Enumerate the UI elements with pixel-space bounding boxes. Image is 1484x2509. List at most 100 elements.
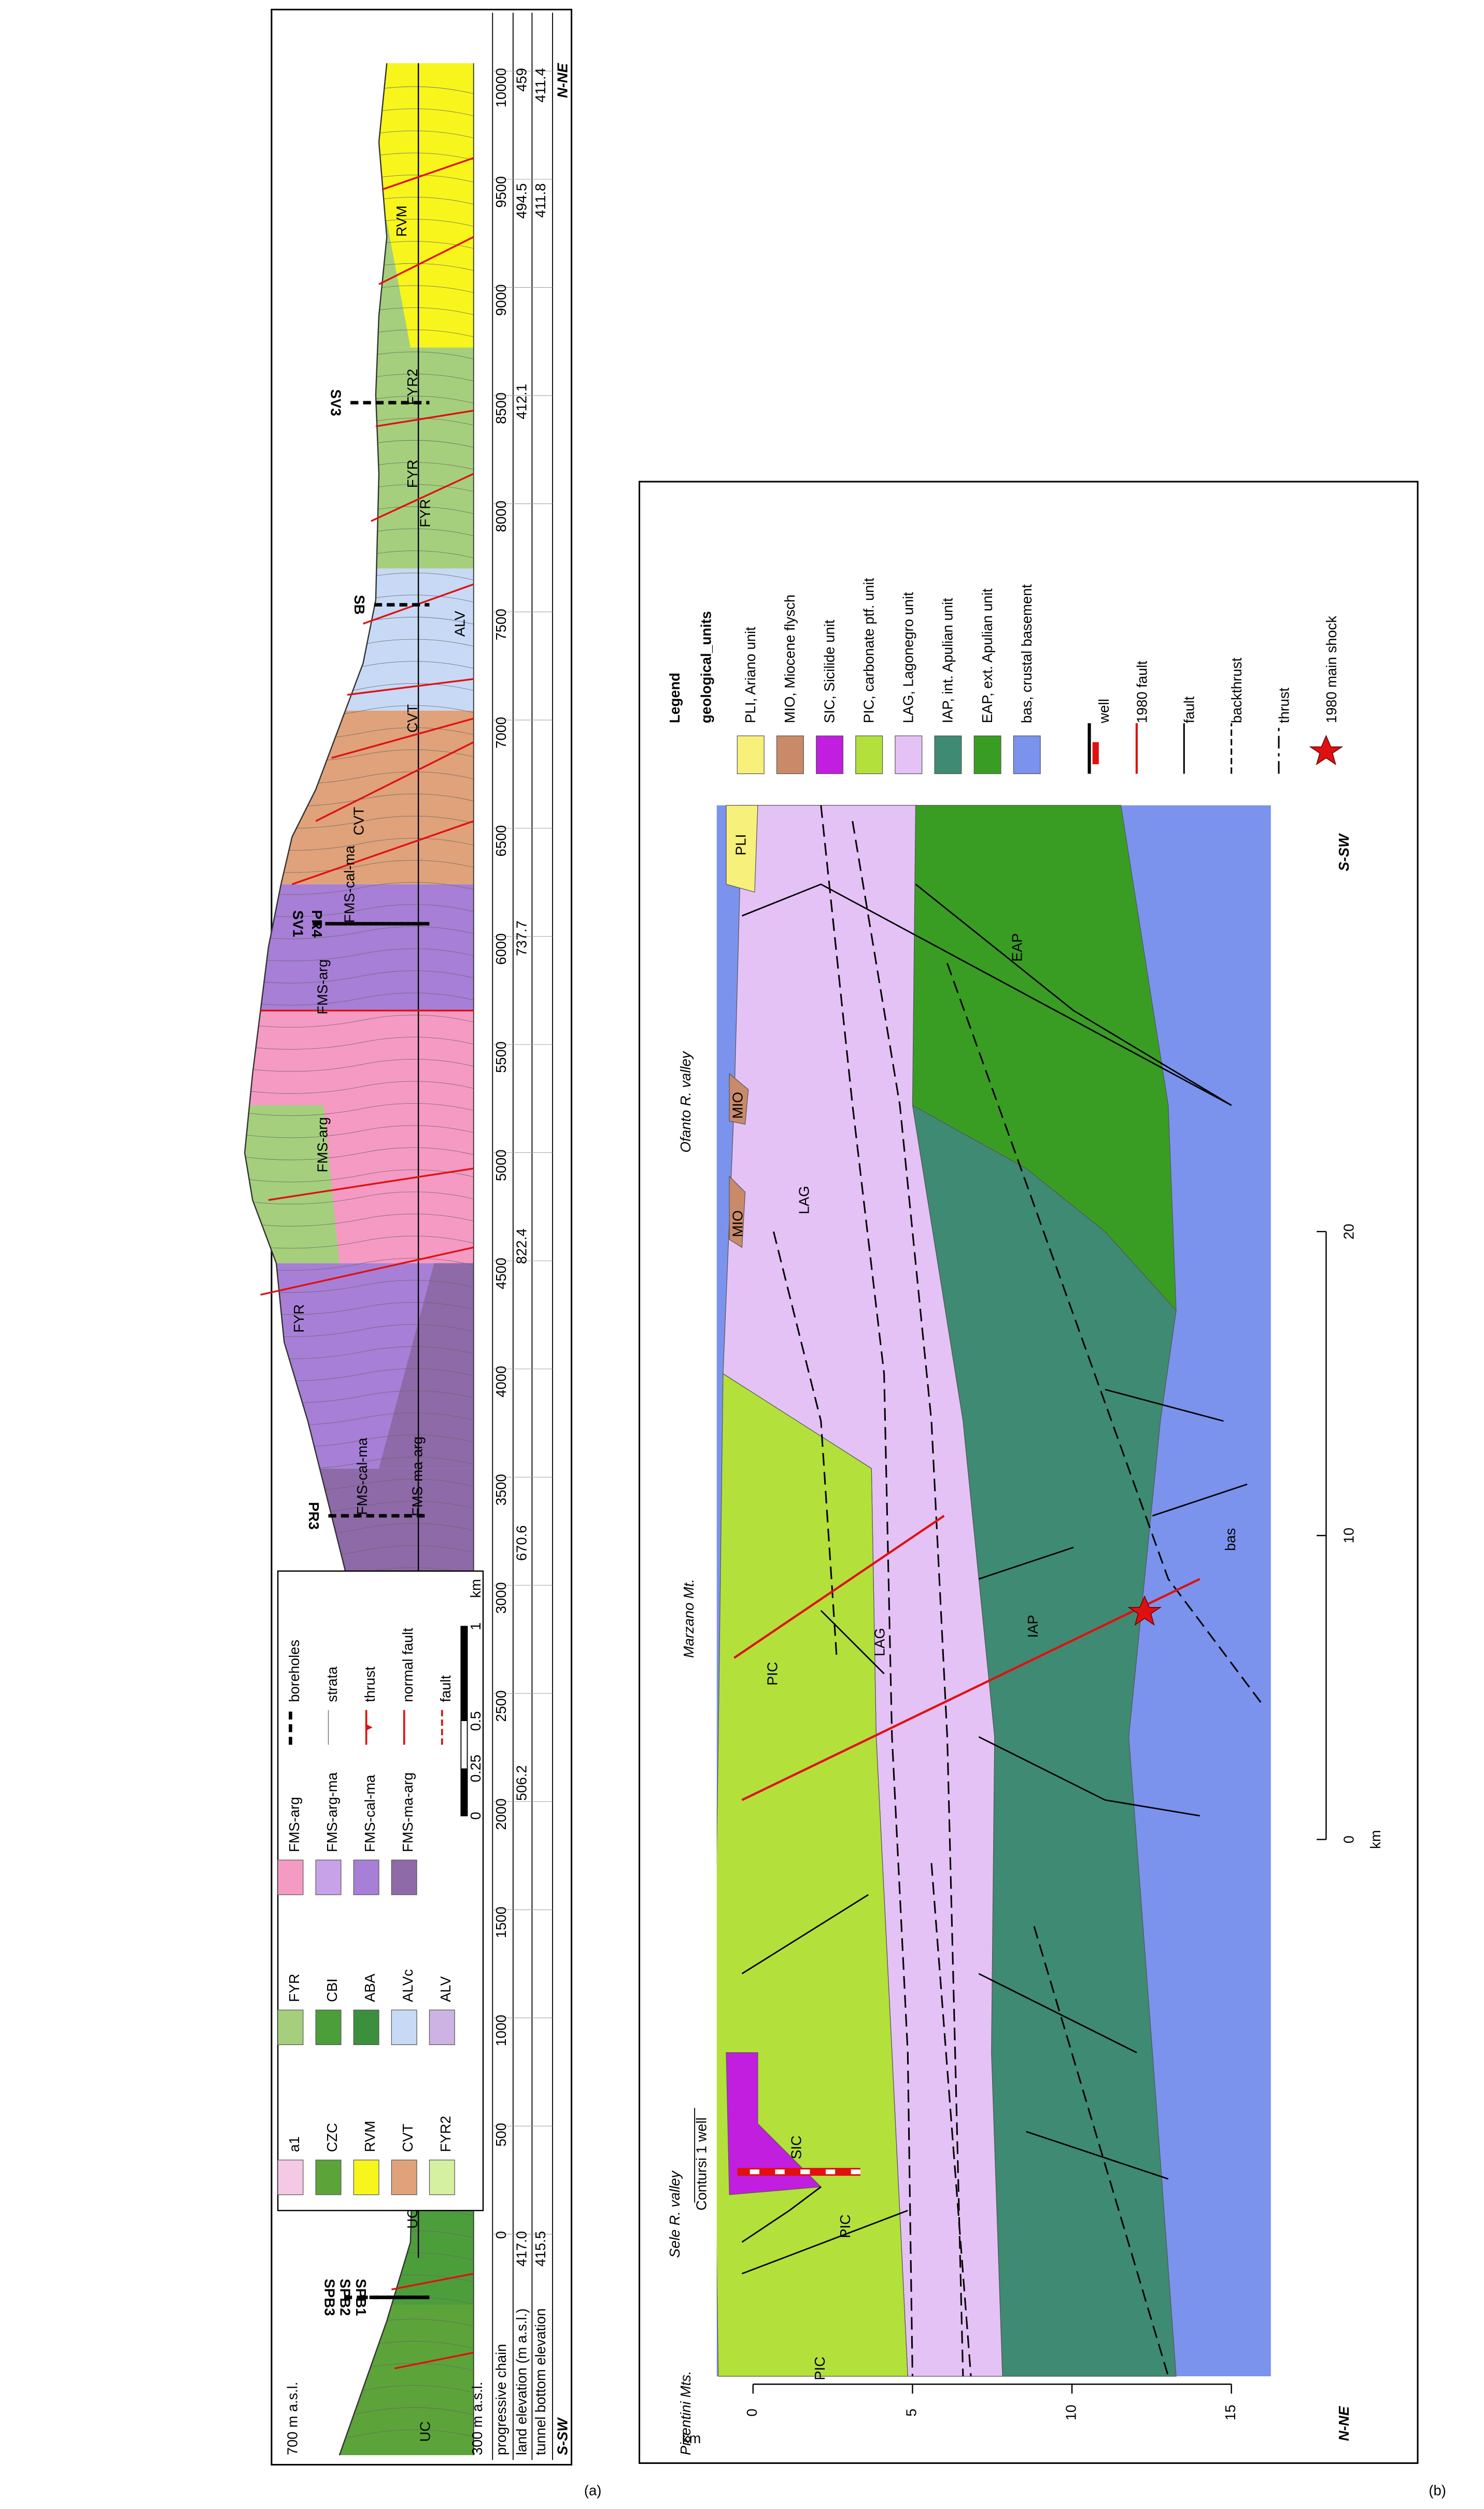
end-label: N-NE — [555, 63, 571, 98]
legend-subtitle: geological_units — [698, 611, 714, 723]
chain-label: 500 — [493, 2123, 509, 2147]
strata — [245, 1037, 474, 1050]
unit-label: UC — [417, 2421, 433, 2442]
fault-line — [915, 883, 1232, 1106]
land-elevation: 494.5 — [513, 183, 529, 219]
chain-label: 6000 — [493, 933, 509, 965]
legend-label: EAP, ext. Apulian unit — [979, 588, 995, 723]
fault-line — [978, 1973, 1137, 2053]
well — [825, 2169, 836, 2175]
main-shock — [1127, 1595, 1162, 1626]
strata — [245, 926, 474, 939]
legend-label: FMS-cal-ma — [362, 1774, 378, 1852]
place-label: Sele R. valley — [667, 2170, 683, 2258]
legend-swatch — [315, 1859, 342, 1895]
unit-label: IAP — [1025, 1615, 1041, 1638]
legend-swatch — [973, 735, 1001, 774]
land-elevation: 737.7 — [513, 921, 529, 956]
chain-label: 9000 — [493, 284, 509, 316]
chain-label: 0 — [493, 2231, 509, 2239]
unit-label: MIO — [730, 1210, 746, 1237]
legend-swatch — [429, 2160, 455, 2195]
unit-label: FMS-cal-ma — [354, 1437, 370, 1515]
borehole-label: SV1 — [290, 910, 306, 937]
fault-line — [978, 1546, 1074, 1580]
scale-label: 0.5 — [468, 1711, 484, 1731]
chain-label: 6500 — [493, 825, 509, 857]
strata — [245, 1214, 474, 1227]
legend-label: FMS-ma-arg — [400, 1772, 416, 1852]
fault-line — [347, 678, 474, 696]
scale-unit: km — [1367, 1830, 1383, 1849]
thrust-line — [946, 963, 1264, 1706]
chain-label: 1000 — [493, 2015, 509, 2047]
table-row-label: tunnel bottom elevation — [532, 2308, 548, 2455]
unit-label: LAG — [796, 1186, 812, 1215]
chain-label: 5000 — [493, 1149, 509, 1181]
fault-line — [1105, 1389, 1224, 1422]
unit-sic — [726, 2052, 822, 2195]
chain-label: 7500 — [493, 609, 509, 640]
legend-label: bas, crustal basement — [1019, 584, 1035, 723]
borehole-label: SPB2 — [337, 2279, 354, 2316]
strata — [245, 1014, 474, 1028]
unit-label: ALV — [452, 611, 468, 637]
chain-label: 8500 — [493, 392, 509, 424]
fault-line — [260, 1246, 474, 1296]
legend-label: 1980 fault — [1134, 660, 1150, 723]
depth-axis-label: km — [682, 2430, 701, 2446]
legend-label: FMS-arg — [286, 1797, 302, 1852]
unit-label: RVM — [393, 205, 409, 236]
table-row-label: progressive chain — [493, 2344, 509, 2455]
legend-label: backthrust — [1228, 657, 1245, 723]
legend-a-box — [277, 1570, 484, 2211]
well — [800, 2169, 810, 2175]
strata — [245, 970, 474, 983]
strata — [245, 1191, 474, 1205]
well — [775, 2169, 785, 2175]
legend-label: boreholes — [286, 1640, 302, 1702]
place-label: Picentini Mts. — [677, 2371, 694, 2455]
legend-symbol — [366, 1724, 373, 1731]
panel-label: (a) — [584, 2483, 602, 2499]
panel-label: (b) — [1429, 2483, 1446, 2499]
legend-label: 1980 main shock — [1323, 616, 1339, 723]
legend-swatch — [776, 735, 804, 774]
end-label: N-NE — [1336, 2406, 1352, 2441]
fault-line — [741, 883, 1232, 1106]
unit-label: PLI — [733, 834, 749, 855]
fault-line — [371, 473, 474, 522]
place-label: Marzano Mt. — [681, 1579, 697, 1658]
legend-label: a1 — [286, 2136, 302, 2152]
thrust-line — [930, 1863, 972, 2377]
above-surface — [695, 797, 717, 2385]
legend-swatch — [1013, 735, 1041, 774]
legend-swatch — [855, 735, 883, 774]
legend-label: FMS-arg-ma — [324, 1772, 340, 1852]
chain-label: 2000 — [493, 1798, 509, 1830]
fault-line — [741, 2186, 822, 2243]
legend-swatch — [391, 2009, 417, 2046]
place-label: Ofanto R. valley — [677, 1050, 694, 1152]
legend-label: thrust — [362, 1667, 378, 1702]
unit-label: FYR — [404, 459, 420, 488]
chain-label: 3000 — [493, 1582, 509, 1614]
formation — [245, 1105, 340, 1263]
chain-label: 4000 — [493, 1366, 509, 1398]
legend-label: ABA — [362, 1974, 378, 2003]
unit-label: PIC — [765, 1662, 781, 1686]
depth-tick-label: 15 — [1222, 2405, 1238, 2420]
strata — [245, 1236, 474, 1249]
chain-label: 7000 — [493, 717, 509, 749]
unit-label: FMS-ma-arg — [409, 1436, 425, 1516]
fault-1980 — [741, 1577, 1200, 1801]
end-label: S-SW — [555, 2417, 571, 2456]
fault-line — [268, 1167, 474, 1201]
strata — [245, 1125, 474, 1138]
unit-label: FMS-cal-ma — [341, 845, 357, 923]
thrust-line — [1033, 1926, 1169, 2377]
legend-symbol — [1092, 742, 1099, 765]
legend-label: PIC, carbonate ptf. unit — [860, 577, 877, 723]
